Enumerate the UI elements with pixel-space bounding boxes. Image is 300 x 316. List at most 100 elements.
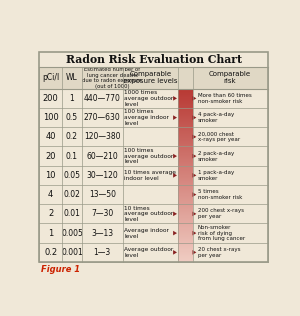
Bar [178,209,193,210]
Bar [178,232,193,233]
Bar [178,158,193,159]
Text: 7—30: 7—30 [91,210,113,218]
Bar [178,177,193,178]
Text: 1—3: 1—3 [94,248,111,257]
Polygon shape [173,211,177,216]
Text: 440—770: 440—770 [84,94,121,103]
Bar [178,162,193,163]
Bar [178,243,193,244]
Bar [178,240,193,241]
Bar [178,222,193,223]
Bar [178,244,193,245]
Bar [178,97,193,98]
Bar [178,113,193,114]
Bar [178,95,193,96]
Bar [178,186,193,187]
Text: Average indoor
level: Average indoor level [124,228,169,239]
Text: 10 times average
indoor level: 10 times average indoor level [124,170,176,181]
Bar [178,146,193,147]
Text: 2: 2 [48,210,53,218]
Text: 5 times
non-smoker risk: 5 times non-smoker risk [198,189,242,200]
Bar [178,241,193,242]
Bar [178,199,193,200]
Text: 13—50: 13—50 [89,190,116,199]
Bar [178,238,193,239]
Bar [178,229,193,230]
Bar [178,154,193,155]
Bar [178,165,193,166]
Text: 60—210: 60—210 [86,152,118,161]
Bar [178,91,193,92]
Bar [178,178,193,179]
Bar [178,135,193,136]
Bar [178,261,193,262]
Bar [178,257,193,258]
Bar [178,164,193,165]
Bar [178,174,193,175]
Polygon shape [173,96,177,101]
Bar [178,192,193,193]
Bar [178,136,193,137]
Bar [178,137,193,138]
Bar [178,193,193,194]
Bar [178,224,193,225]
Bar [178,147,193,148]
Text: 0.02: 0.02 [64,190,80,199]
Text: 200: 200 [43,94,58,103]
Bar [178,117,193,118]
Bar [178,219,193,220]
Bar [178,179,193,180]
Bar [178,168,193,169]
Bar [178,132,193,133]
Bar [178,176,193,177]
Bar [178,99,193,100]
Bar [178,119,193,120]
Text: Comparable
exposure levels: Comparable exposure levels [123,71,178,84]
Bar [178,197,193,198]
Bar [178,132,193,133]
Text: 1 pack-a-day
smoker: 1 pack-a-day smoker [198,170,234,181]
Bar [178,213,193,214]
Bar [178,157,193,158]
Bar [178,206,193,207]
Text: 4: 4 [48,190,53,199]
Bar [178,128,193,129]
Bar [178,230,193,231]
Bar [178,226,193,227]
Bar [178,166,193,167]
Bar [178,214,193,215]
Bar [178,94,193,95]
Text: Comparable
risk: Comparable risk [209,71,251,84]
Bar [178,182,193,183]
Bar [178,148,193,149]
Polygon shape [193,250,196,255]
Bar [178,204,193,205]
Bar [178,156,193,157]
Polygon shape [193,135,196,139]
Bar [178,160,193,161]
Text: Radon Risk Evaluation Chart: Radon Risk Evaluation Chart [66,54,242,65]
Bar [178,107,193,108]
Bar [178,135,193,136]
Bar [178,217,193,218]
Bar [178,147,193,148]
Text: 0.2: 0.2 [66,132,78,141]
Bar [178,162,193,163]
Bar [178,189,193,190]
Bar [178,172,193,173]
Bar [178,125,193,126]
Bar [178,210,193,211]
Bar [178,131,193,132]
Bar [178,88,193,89]
Bar [178,234,193,235]
Bar [178,167,193,168]
Bar [178,159,193,160]
Bar [178,202,193,203]
Bar [178,138,193,139]
Bar [178,127,193,128]
Bar [178,245,193,246]
Bar [178,107,193,108]
Bar [178,206,193,207]
Bar [178,213,193,214]
Bar [178,128,193,129]
